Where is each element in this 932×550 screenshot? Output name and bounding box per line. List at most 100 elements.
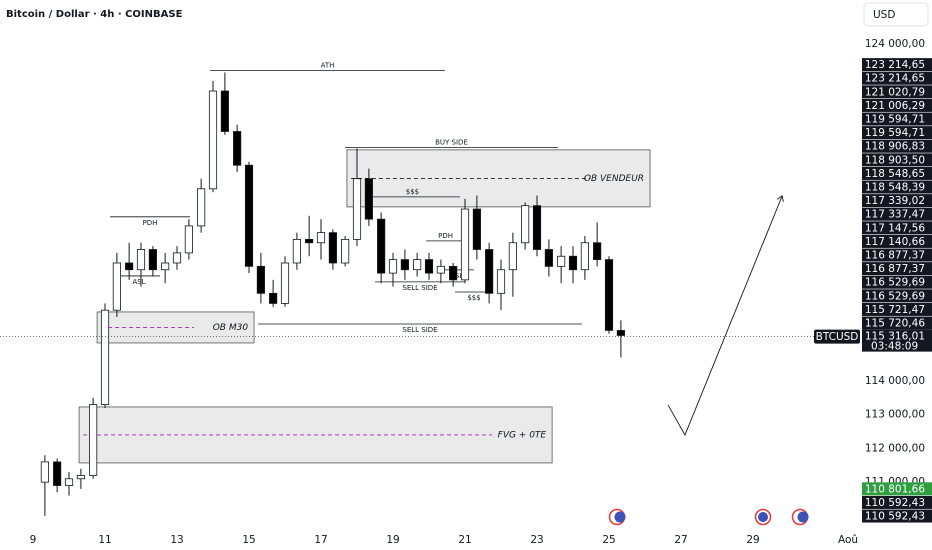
price-tag (862, 302, 932, 316)
level-label: BUY SIDE (435, 138, 468, 146)
candle-body (256, 265, 265, 294)
candle-body (460, 208, 470, 281)
level-label: ASL (132, 278, 145, 286)
zone-label: OB M30 (213, 323, 249, 333)
price-tag (862, 509, 932, 523)
x-tick-label: 29 (746, 534, 759, 546)
plot-area: OB VENDEUR OB M30 FVG + 0TE ATH PDH ASL BUY SI… (0, 61, 860, 516)
candle-body (305, 238, 314, 244)
candle-body (341, 238, 350, 264)
candle-body (593, 242, 602, 261)
candle-body (616, 330, 625, 336)
price-tag (862, 207, 932, 221)
candle-body (112, 262, 121, 311)
price-tag (862, 194, 932, 208)
price-tag (862, 98, 932, 112)
price-tag (862, 234, 932, 248)
candle-body (604, 259, 614, 331)
y-tick-label: 113 000,00 (865, 409, 925, 421)
candle-body (233, 131, 242, 166)
candle-body (521, 205, 530, 244)
currency[interactable]: USD (873, 9, 895, 21)
candle-body (436, 265, 445, 274)
candle-body (472, 208, 481, 250)
y-tick-label: 124 000,00 (865, 38, 925, 50)
current-price-tag (862, 329, 932, 352)
price-tag (862, 153, 932, 167)
candle-body (413, 259, 422, 271)
candle-body (449, 265, 458, 281)
candle-body (352, 178, 362, 240)
symbol-label: BTCUSD (816, 331, 859, 343)
event-icon (758, 512, 768, 522)
event-icons (608, 508, 809, 526)
symbol-tag (814, 329, 860, 344)
candle-body (100, 309, 110, 405)
candle-body (316, 232, 326, 244)
price-tag (862, 221, 932, 235)
candle-body (544, 249, 553, 267)
candle-body (76, 475, 85, 480)
level-label: SELL SIDE (402, 284, 437, 292)
x-tick-label: 13 (170, 534, 183, 546)
price-tag (862, 180, 932, 194)
level-label: ATH (321, 61, 335, 69)
zone-label: OB VENDEUR (584, 174, 644, 184)
price-tag-label: 119 594,71 (865, 114, 925, 126)
candle-body (40, 461, 49, 483)
price-tag (862, 112, 932, 126)
x-tick-label: 21 (458, 534, 471, 546)
price-tag (862, 58, 932, 72)
candle-body (125, 262, 134, 271)
candle-body (485, 249, 494, 294)
candle-body (580, 242, 589, 271)
y-tick-label: 112 000,00 (865, 442, 925, 454)
zone-label: FVG + 0TE (498, 430, 547, 440)
candle-body (377, 218, 386, 274)
price-tag-label: 116 529,69 (865, 290, 925, 302)
candle-body (53, 461, 62, 486)
price-tag (862, 275, 932, 289)
candle-body (64, 478, 74, 486)
price-tag (862, 85, 932, 99)
price-tag-label: 110 592,43 (865, 511, 925, 523)
event-icon (614, 511, 626, 523)
price-tag (862, 126, 932, 140)
candle-body (172, 252, 182, 264)
candle-body (508, 242, 517, 271)
currency-box[interactable] (863, 2, 929, 27)
price-tag-label: 121 006,29 (865, 100, 925, 112)
level-label: $$$ (406, 188, 419, 196)
price-tag (862, 289, 932, 303)
price-tag-label: 110 592,43 (865, 497, 925, 509)
price-tag-label: 121 020,79 (865, 86, 925, 98)
price-tag-label: 118 548,39 (865, 182, 925, 194)
projection-arrow (667, 196, 782, 436)
price-tag-label: 118 548,65 (865, 168, 925, 180)
candle-body (136, 249, 146, 271)
candle-body (161, 262, 170, 271)
countdown: 03:48:09 (871, 341, 918, 353)
price-tag-label: 117 337,47 (865, 209, 925, 221)
price-tag-label: 118 903,50 (865, 154, 925, 166)
candle-body (208, 90, 218, 190)
price-tag-label: 116 529,69 (865, 277, 925, 289)
price-tag-label: 119 594,71 (865, 127, 925, 139)
price-tag-label: 116 877,37 (865, 263, 925, 275)
candle-body (424, 259, 434, 274)
price-tag (862, 262, 932, 276)
candle-body (197, 188, 206, 227)
candle-body (557, 255, 566, 267)
x-tick-label: 9 (30, 534, 37, 546)
x-tick-label: 15 (242, 534, 255, 546)
price-tag-label: 123 214,65 (865, 59, 925, 71)
event-icon (797, 511, 809, 523)
candle-body (328, 232, 337, 264)
level-label: PDH (143, 219, 158, 227)
price-tag-label: 117 147,56 (865, 222, 925, 234)
price-tag-label: 110 801,66 (865, 483, 925, 495)
price-tag-label: 117 339,02 (865, 195, 925, 207)
candle-body (184, 225, 193, 254)
